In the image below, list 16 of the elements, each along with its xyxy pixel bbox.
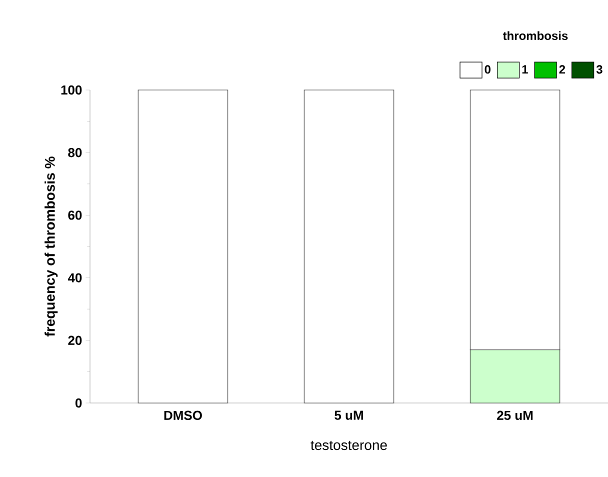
x-tick-label: 25 uM	[497, 410, 533, 420]
y-tick-label: 100	[61, 85, 82, 95]
x-tick-label: 5 uM	[334, 410, 363, 420]
y-tick-label: 20	[68, 336, 82, 345]
y-tick-label: 0	[75, 398, 82, 408]
y-tick-label: 60	[68, 210, 82, 220]
legend-label: 2	[559, 65, 566, 74]
y-axis-title: frequency of thrombosis %	[44, 156, 58, 336]
y-tick-label: 80	[68, 148, 82, 158]
x-axis-title: testosterone	[310, 440, 387, 450]
legend-label: 1	[522, 65, 528, 74]
series-label: 0	[484, 65, 490, 74]
legend-label: 3	[596, 65, 602, 74]
y-tick-label: 40	[68, 273, 82, 282]
legend-title: thrombosis	[502, 31, 568, 40]
x-tick-label: DMSO	[164, 410, 202, 420]
